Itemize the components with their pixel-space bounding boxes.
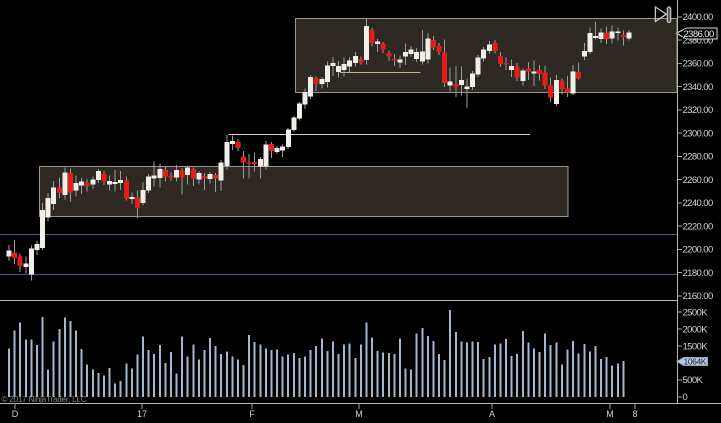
svg-text:2340.00: 2340.00 [683,82,713,93]
svg-text:2280.00: 2280.00 [683,152,713,163]
svg-text:1064K: 1064K [684,357,707,367]
svg-text:2386.00: 2386.00 [684,29,714,40]
svg-text:2180.00: 2180.00 [683,268,713,279]
svg-text:2300.00: 2300.00 [683,128,713,139]
svg-text:2380.00: 2380.00 [683,35,713,46]
svg-text:2240.00: 2240.00 [683,198,713,209]
svg-text:2400.00: 2400.00 [683,12,713,23]
svg-text:2500K: 2500K [683,307,709,318]
svg-text:2160.00: 2160.00 [683,291,713,302]
svg-text:D: D [12,409,19,419]
svg-text:500K: 500K [683,375,704,386]
svg-text:8: 8 [632,409,637,419]
svg-text:A: A [489,409,495,419]
svg-text:© 2017 NinjaTrader, LLC: © 2017 NinjaTrader, LLC [2,395,87,404]
svg-text:0: 0 [683,392,688,403]
svg-text:M: M [606,409,614,419]
svg-text:1500K: 1500K [683,341,709,352]
svg-text:2220.00: 2220.00 [683,221,713,232]
svg-text:17: 17 [137,409,147,419]
svg-text:2320.00: 2320.00 [683,105,713,116]
svg-text:2360.00: 2360.00 [683,59,713,70]
svg-text:F: F [249,409,255,419]
svg-text:2000K: 2000K [683,324,709,335]
svg-text:2260.00: 2260.00 [683,175,713,186]
svg-text:2200.00: 2200.00 [683,245,713,256]
svg-text:M: M [355,409,363,419]
